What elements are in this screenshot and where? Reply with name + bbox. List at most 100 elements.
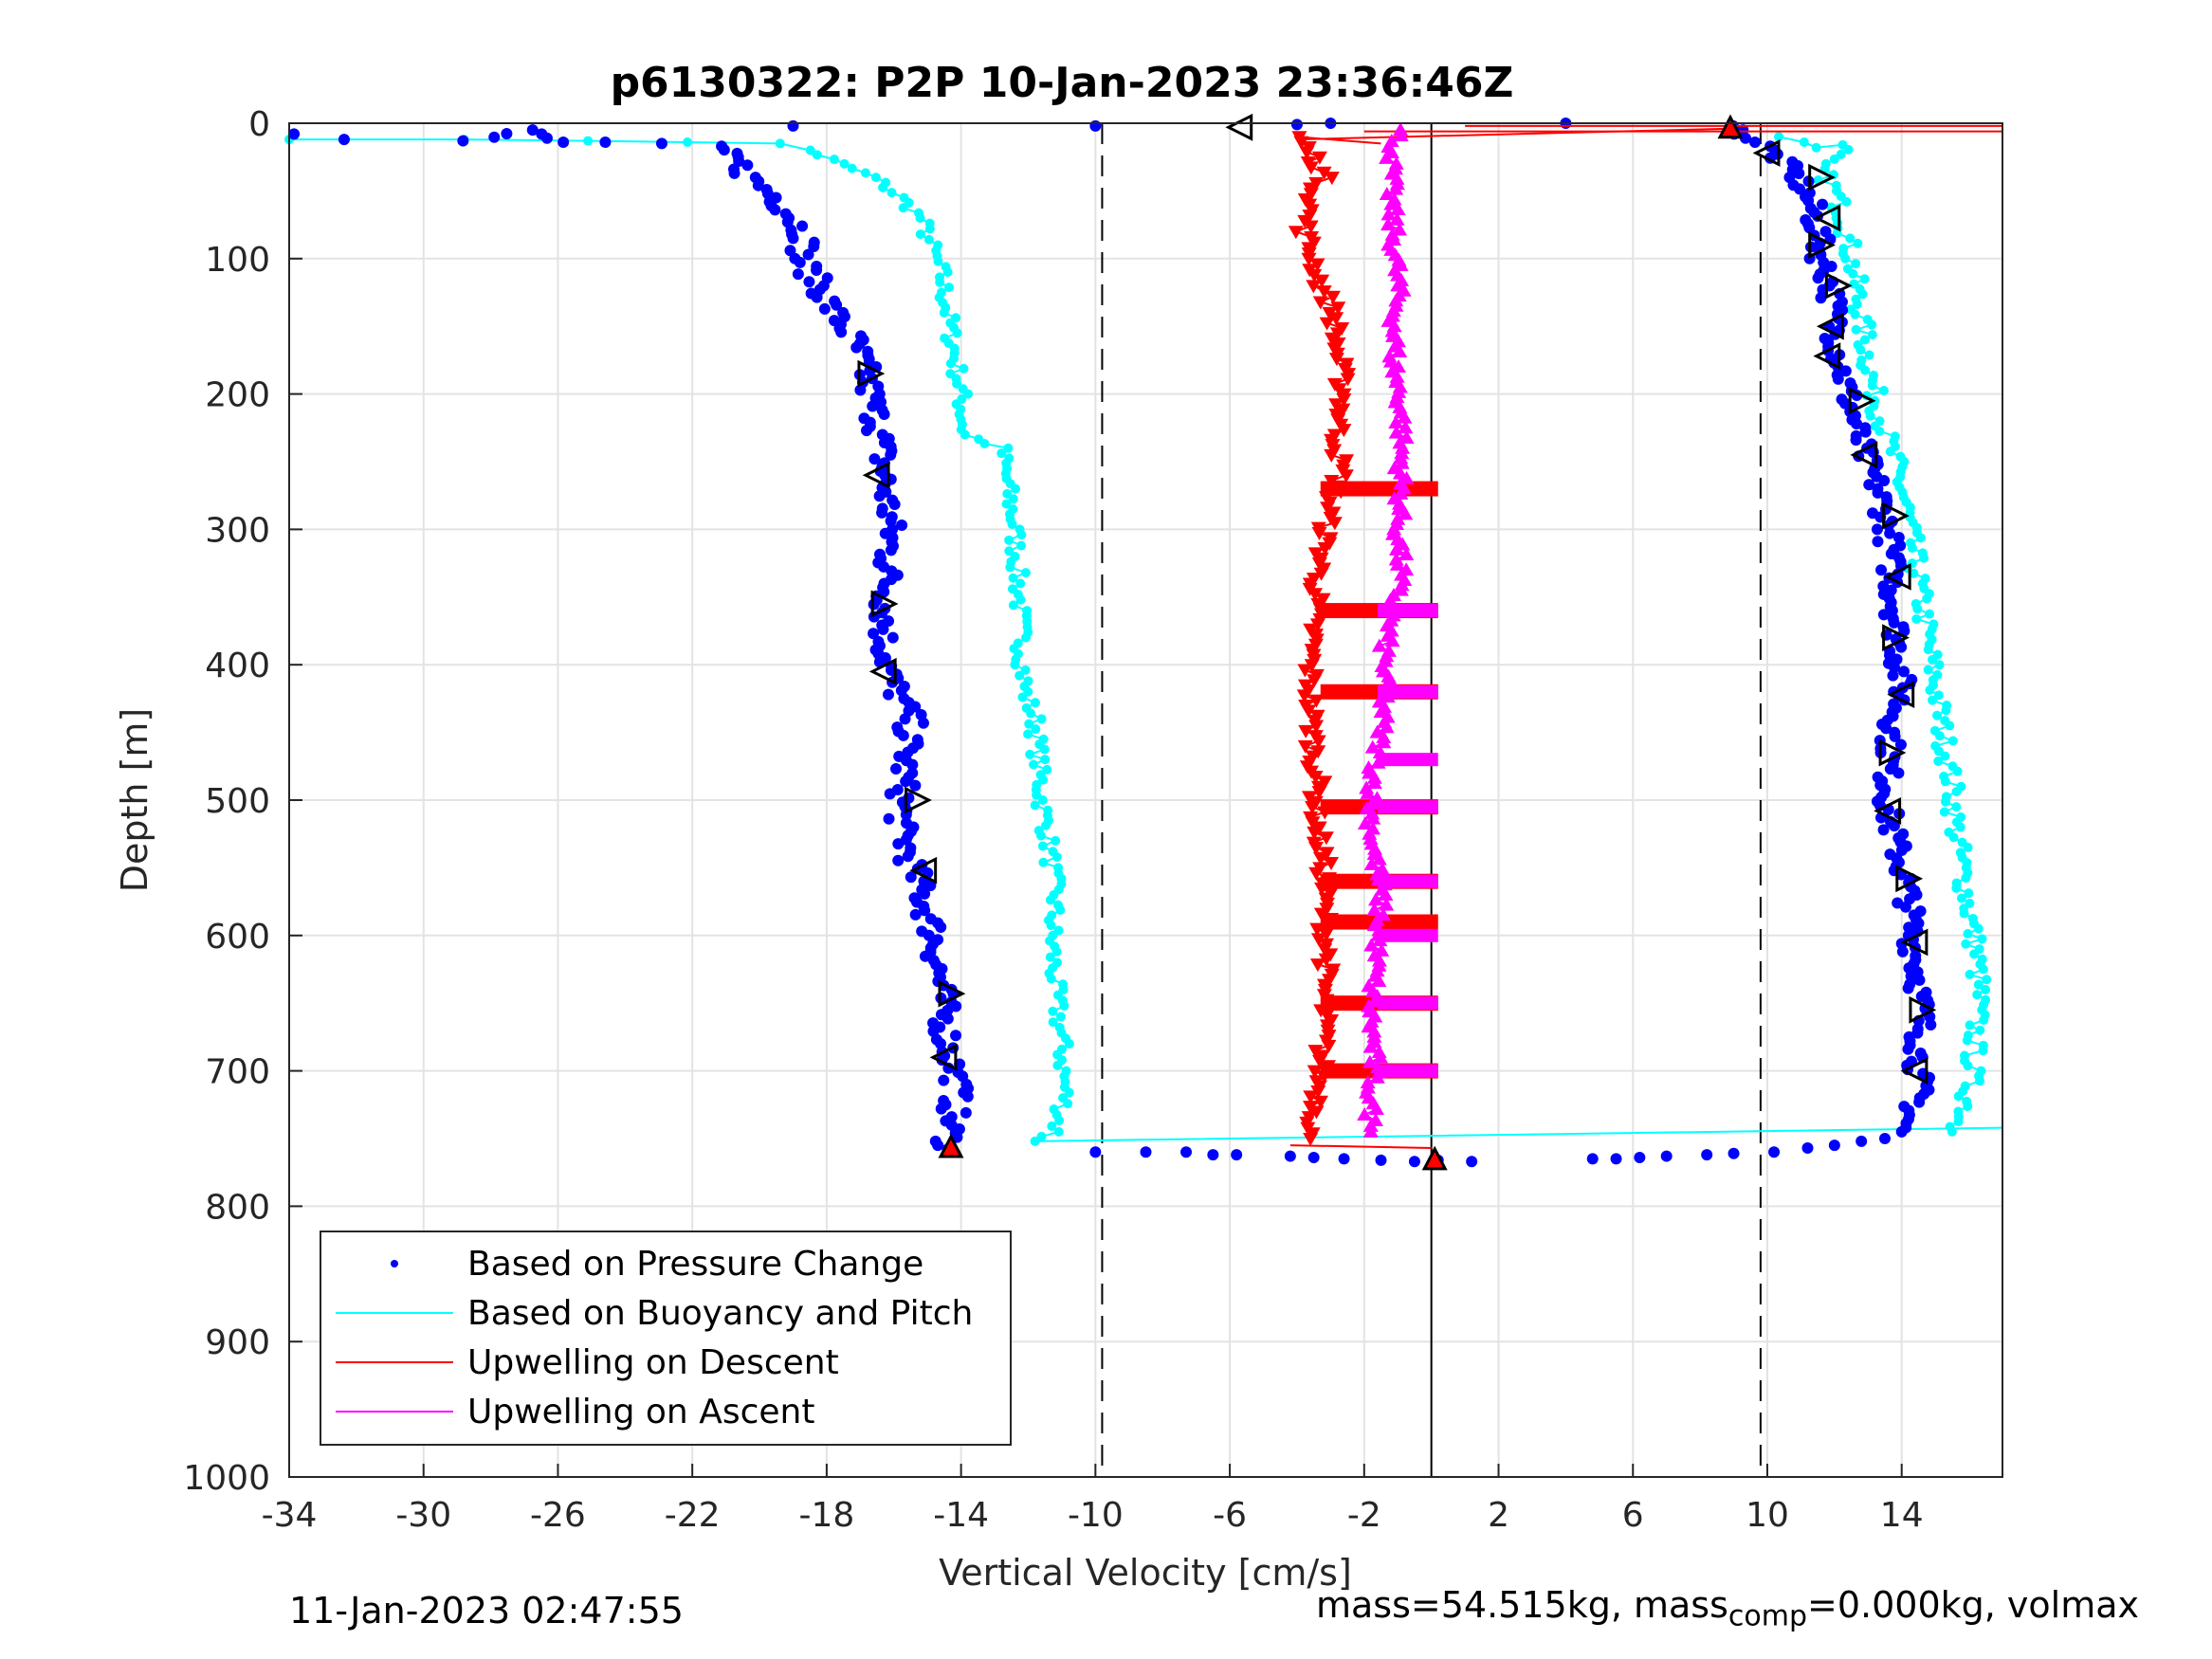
upwelling-descent-point: [1318, 953, 1334, 967]
buoyancy-point: [812, 150, 822, 160]
upwelling-descent-point: [1307, 1065, 1323, 1079]
buoyancy-point: [1023, 729, 1033, 739]
x-tick-label: -26: [530, 1496, 586, 1535]
dive-triangle-marker: [1883, 562, 1911, 591]
x-tick-label: -10: [1068, 1496, 1124, 1535]
pressure-point: [1089, 119, 1102, 132]
upwelling-descent-point: [1324, 448, 1340, 463]
buoyancy-point: [1016, 540, 1027, 551]
buoyancy-point: [1003, 443, 1014, 453]
pressure-point: [811, 264, 823, 277]
upwelling-ascent-point: [1366, 902, 1382, 917]
upwelling-ascent-point: [1393, 582, 1409, 596]
pressure-point: [1290, 118, 1303, 131]
buoyancy-point: [1940, 751, 1950, 761]
buoyancy-point: [1948, 832, 1959, 843]
legend-entry-label: Upwelling on Ascent: [467, 1393, 814, 1431]
buoyancy-point: [1934, 731, 1945, 741]
upwelling-ascent-point: [1378, 886, 1394, 901]
buoyancy-point: [1959, 908, 1969, 919]
pressure-point: [917, 717, 929, 729]
pressure-point: [811, 291, 823, 303]
dive-triangle-marker: [1752, 138, 1781, 167]
pressure-point: [1817, 198, 1829, 210]
upwelling-ascent-point: [1382, 354, 1398, 368]
pressure-point: [900, 775, 912, 788]
pressure-point: [1877, 824, 1890, 836]
buoyancy-point: [1964, 888, 1974, 899]
buoyancy-point: [945, 358, 956, 369]
buoyancy-point: [1845, 233, 1856, 244]
buoyancy-point: [1978, 1046, 1988, 1056]
buoyancy-point: [1982, 975, 1992, 985]
x-tick-label: 2: [1488, 1496, 1509, 1535]
upwelling-ascent-point: [1370, 755, 1386, 769]
dive-triangle-marker: [1874, 796, 1902, 825]
pressure-point: [1140, 1146, 1152, 1158]
pressure-point: [1872, 486, 1884, 499]
upwelling-descent-point: [1296, 689, 1312, 703]
buoyancy-point: [829, 155, 839, 165]
upwelling-ascent-point: [1357, 815, 1373, 830]
upwelling-descent-point: [1312, 851, 1328, 866]
upwelling-ascent-point: [1392, 343, 1408, 357]
upwelling-descent-point: [1307, 268, 1323, 283]
pressure-point: [868, 598, 880, 611]
upwelling-ascent-band: [1377, 753, 1438, 767]
pressure-point: [1899, 901, 1911, 913]
upwelling-descent-point: [1310, 1085, 1326, 1100]
buoyancy-point: [1046, 974, 1056, 984]
buoyancy-point: [1961, 939, 1971, 949]
pressure-point: [1466, 1156, 1478, 1168]
upwelling-descent-point: [1303, 1090, 1319, 1104]
upwelling-ascent-point: [1398, 547, 1415, 561]
pressure-point: [873, 490, 886, 502]
upwelling-ascent-band: [1377, 800, 1438, 814]
upwelling-descent-point: [1324, 172, 1340, 186]
pressure-point: [599, 136, 612, 148]
mass-info-suffix: =0.000kg, volmax: [1807, 1584, 2140, 1626]
buoyancy-point: [1045, 952, 1055, 962]
pressure-point: [831, 299, 843, 311]
pressure-point: [1889, 730, 1901, 742]
buoyancy-point: [935, 277, 945, 287]
upwelling-ascent-point: [1371, 973, 1387, 987]
y-tick-label: 1000: [183, 1459, 270, 1498]
upwelling-descent-point: [1325, 290, 1341, 304]
pressure-point: [1839, 365, 1852, 377]
pressure-point: [1850, 434, 1862, 447]
buoyancy-point: [1025, 749, 1035, 759]
pressure-point: [1284, 1150, 1296, 1162]
upwelling-ascent-point: [1379, 897, 1395, 911]
buoyancy-point: [1925, 609, 1935, 619]
pressure-point: [1925, 1019, 1937, 1031]
buoyancy-point: [1951, 802, 1962, 812]
buoyancy-point: [1054, 1115, 1065, 1125]
pressure-point: [457, 135, 469, 147]
pressure-point: [1875, 564, 1888, 576]
buoyancy-point: [1051, 851, 1062, 862]
upwelling-descent-point: [1311, 526, 1327, 540]
upwelling-descent-point: [1316, 285, 1332, 300]
pressure-point: [655, 137, 667, 150]
turnaround-marker: [938, 1133, 964, 1158]
pressure-point: [868, 453, 881, 465]
chart-title: p6130322: P2P 10-Jan-2023 23:36:46Z: [611, 59, 1514, 107]
upwelling-ascent-point: [1371, 638, 1387, 652]
upwelling-bottom-line: [1289, 1144, 1432, 1149]
pressure-point: [808, 240, 820, 252]
pressure-point: [752, 179, 764, 191]
buoyancy-point: [1007, 520, 1017, 530]
pressure-point: [1902, 1043, 1914, 1055]
upwelling-ascent-band: [1377, 684, 1438, 699]
buoyancy-point: [1811, 142, 1821, 153]
buoyancy-point: [1963, 929, 1973, 939]
pressure-point: [850, 341, 863, 354]
upwelling-descent-point: [1303, 220, 1319, 234]
buoyancy-point: [1015, 670, 1025, 681]
upwelling-descent-point: [1328, 398, 1344, 412]
dive-triangle-marker: [868, 657, 897, 685]
upwelling-ascent-point: [1393, 128, 1409, 142]
buoyancy-point: [1912, 604, 1923, 614]
buoyancy-point: [1928, 654, 1938, 665]
